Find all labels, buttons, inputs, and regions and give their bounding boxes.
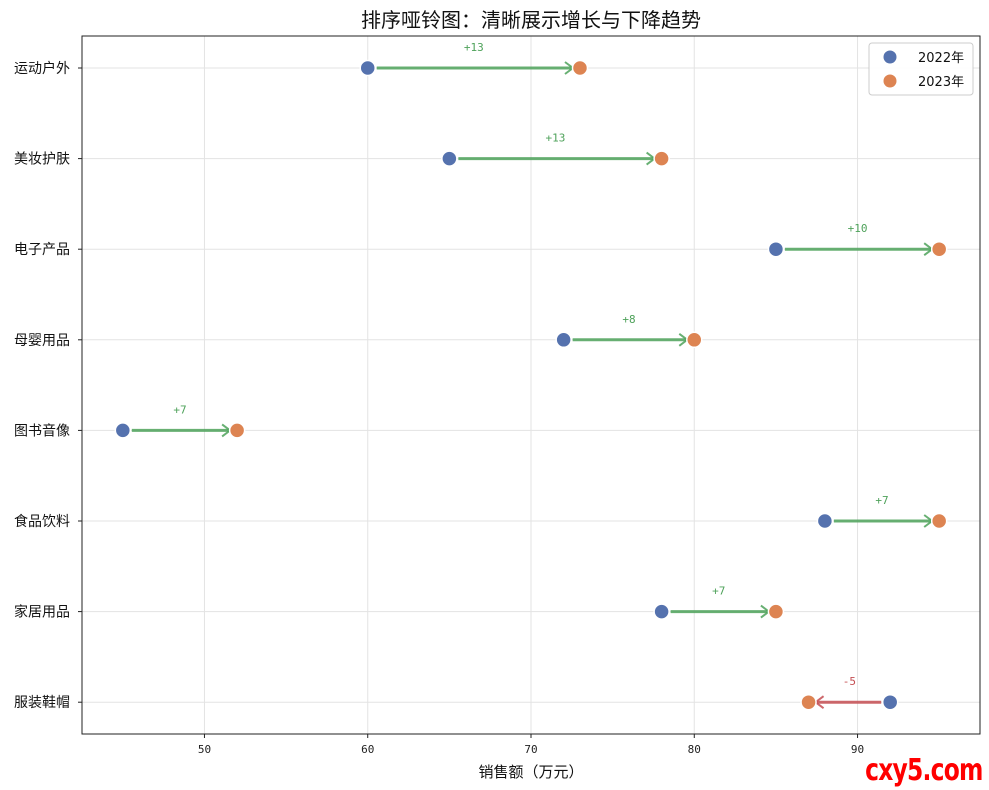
x-axis-label: 销售额（万元） — [478, 763, 583, 781]
point-2023 — [653, 150, 670, 167]
watermark-logo: cxy5.com — [865, 753, 984, 788]
point-2023 — [228, 422, 246, 439]
difference-labels: +13 +13 +10 +8 +7 +7 +7 -5 — [173, 41, 888, 688]
category-label: 运动户外 — [14, 60, 70, 77]
x-tick-label: 60 — [361, 743, 374, 756]
legend-label: 2022年 — [918, 51, 964, 66]
category-label: 美妆护肤 — [14, 152, 70, 168]
legend-marker — [882, 73, 898, 89]
point-2023 — [571, 59, 589, 77]
x-tick-label: 80 — [688, 743, 701, 756]
category-label: 图书音像 — [14, 422, 70, 439]
difference-label: +13 — [546, 132, 566, 145]
difference-label: +7 — [712, 585, 725, 598]
point-2022 — [653, 603, 670, 620]
category-label: 家居用品 — [14, 604, 70, 621]
x-tick-label: 50 — [198, 743, 211, 756]
point-2023 — [767, 603, 785, 620]
difference-label: +8 — [622, 313, 635, 326]
difference-label: +10 — [848, 222, 868, 235]
point-2023 — [930, 512, 948, 530]
point-2022 — [441, 150, 458, 167]
difference-label: +7 — [173, 403, 186, 416]
category-label: 电子产品 — [14, 242, 70, 258]
difference-label: +7 — [875, 494, 888, 507]
point-2023 — [686, 331, 703, 349]
legend: 2022年 2023年 — [868, 42, 974, 96]
point-2022 — [881, 693, 899, 711]
x-tick-label: 90 — [851, 743, 864, 756]
grid-lines — [82, 36, 980, 734]
category-label: 母婴用品 — [14, 333, 70, 349]
point-2023 — [800, 693, 817, 711]
point-2023 — [930, 240, 948, 258]
point-2022 — [359, 59, 376, 77]
difference-label: +13 — [464, 41, 484, 54]
x-axis-ticks: 50 60 70 80 90 — [198, 734, 864, 756]
point-2022 — [816, 512, 834, 530]
difference-label: -5 — [843, 675, 856, 688]
category-label: 服装鞋帽 — [14, 695, 70, 711]
legend-label: 2023年 — [918, 75, 964, 90]
x-tick-label: 70 — [524, 743, 537, 756]
dumbbell-points — [114, 59, 948, 711]
chart-title: 排序哑铃图：清晰展示增长与下降趋势 — [361, 8, 701, 32]
point-2022 — [114, 422, 132, 439]
point-2022 — [767, 240, 785, 258]
category-label: 食品饮料 — [14, 513, 70, 530]
legend-marker — [882, 49, 898, 65]
point-2022 — [555, 331, 572, 349]
